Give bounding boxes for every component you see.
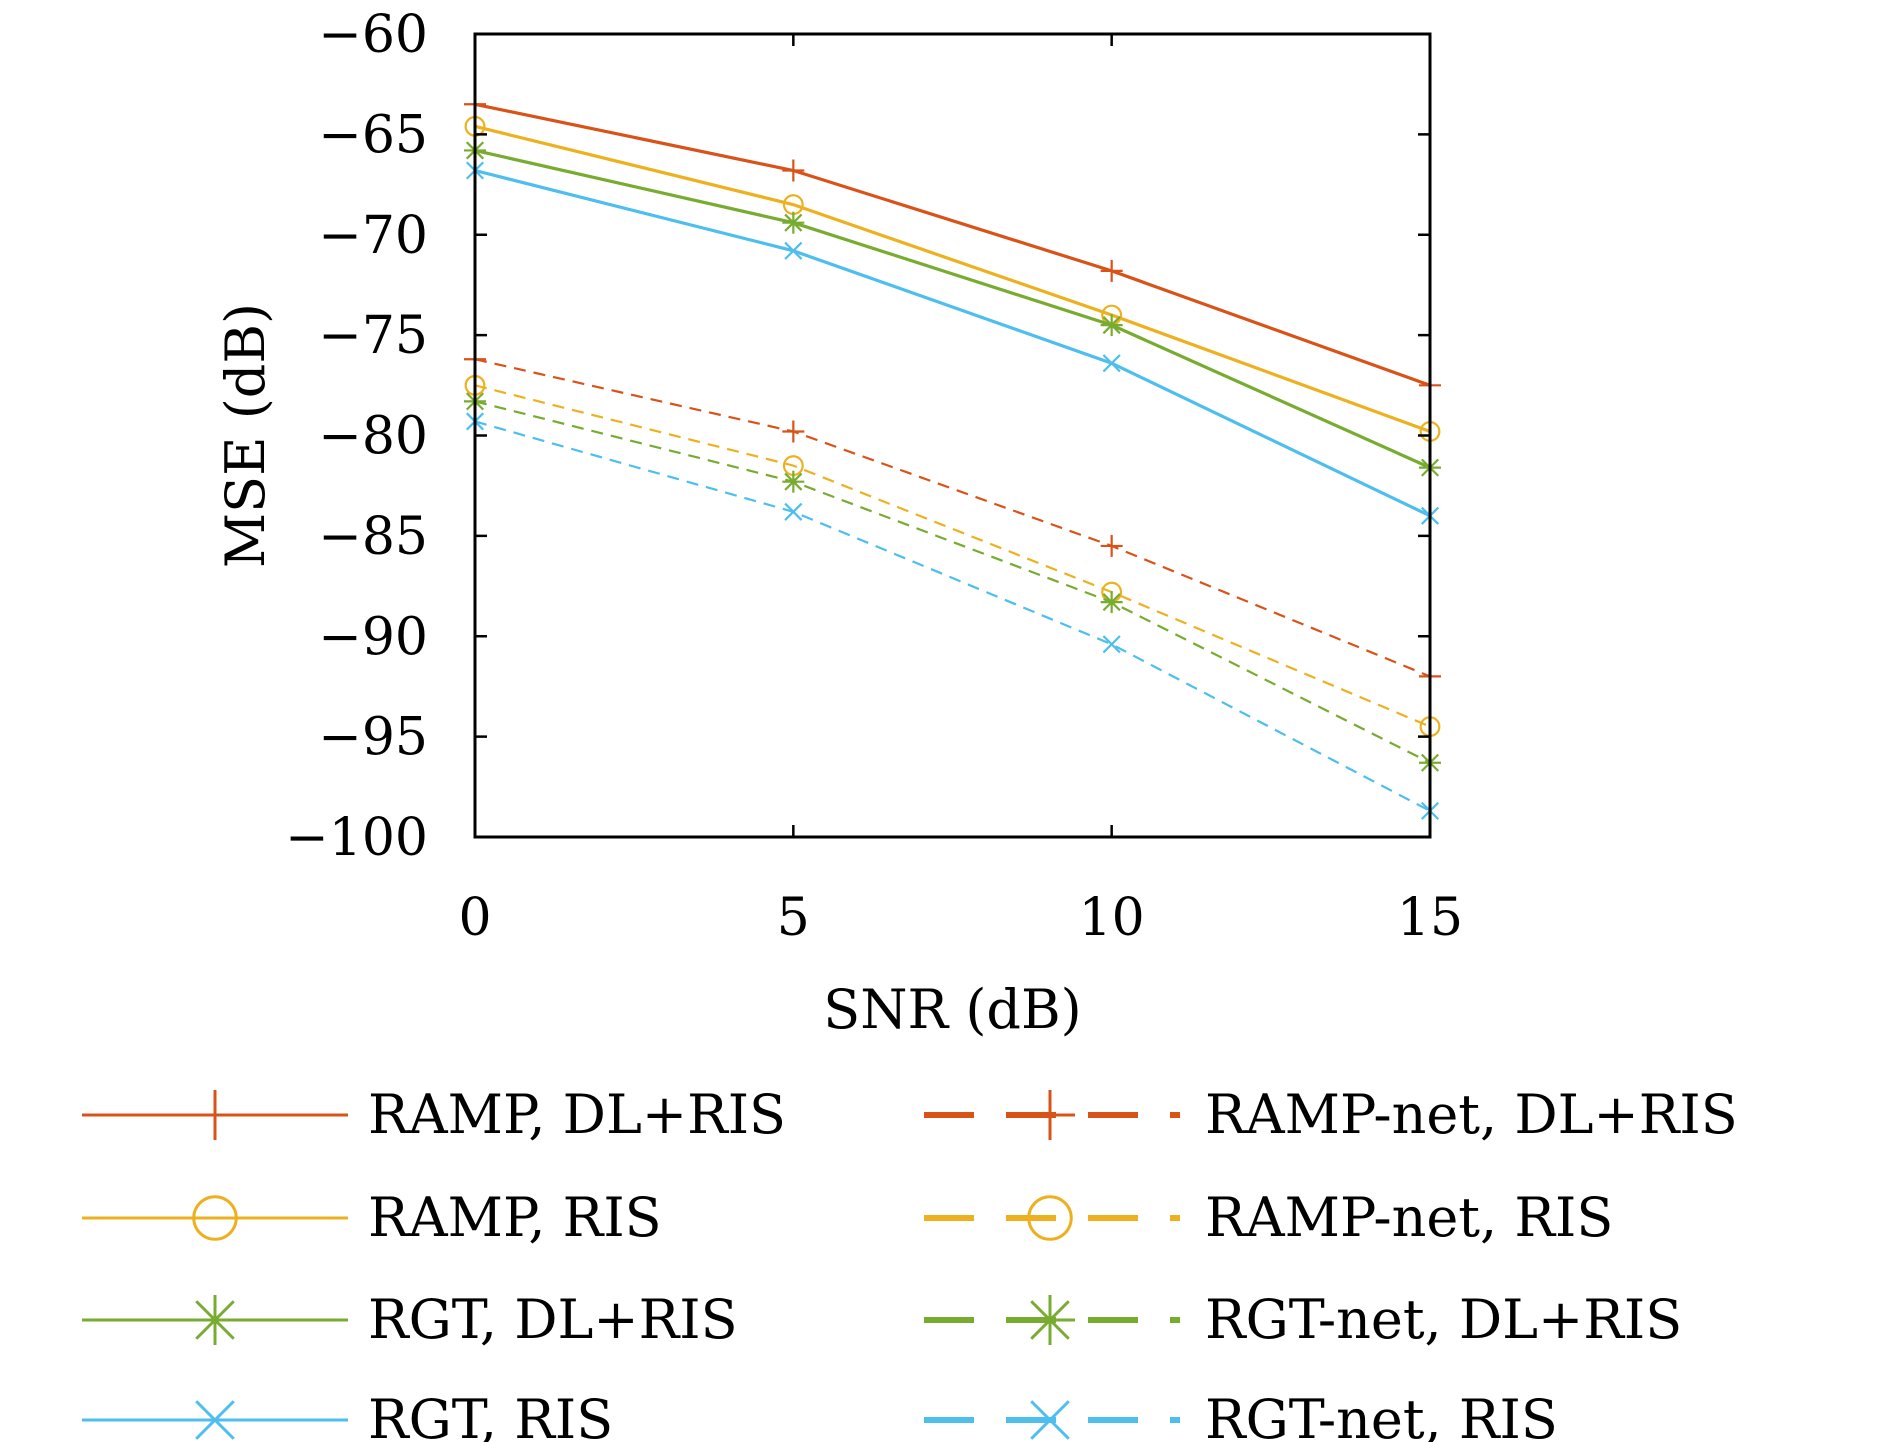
axis-ticks: 0 5 10 15 −60 −65 −70 −75 −80 −85 −90 −95 −100 (285, 5, 1463, 948)
legend-item: RAMP, DL+RIS (82, 1083, 786, 1146)
legend-item: RAMP-net, RIS (924, 1186, 1613, 1249)
legend-label: RAMP, RIS (368, 1186, 662, 1249)
marker-circle (192, 1195, 238, 1241)
marker-x (784, 241, 803, 260)
series-line (474, 124, 1431, 433)
legend-label: RGT-net, RIS (1205, 1388, 1558, 1442)
legend-label: RGT, DL+RIS (368, 1288, 738, 1351)
legend-item: RAMP, RIS (82, 1186, 662, 1249)
marker-x (195, 1400, 235, 1440)
series-line (474, 102, 1431, 387)
marker-asterisk (1100, 591, 1123, 614)
y-tick-label: −90 (318, 607, 428, 667)
y-axis-label: MSE (dB) (214, 303, 277, 568)
marker-x (1102, 635, 1121, 654)
y-tick-label: −60 (318, 5, 428, 65)
legend-item: RGT, DL+RIS (82, 1288, 738, 1351)
series-line (474, 384, 1431, 728)
series-line (474, 420, 1431, 812)
marker-asterisk (782, 470, 805, 493)
legend-item: RGT-net, DL+RIS (924, 1288, 1682, 1351)
x-axis-label: SNR (dB) (823, 978, 1081, 1041)
series-line (474, 148, 1431, 470)
x-tick-label: 5 (777, 888, 810, 948)
marker-plus (1100, 534, 1123, 557)
series-line (474, 400, 1431, 764)
legend-label: RAMP-net, DL+RIS (1205, 1083, 1738, 1146)
marker-x (1030, 1400, 1070, 1440)
y-tick-label: −65 (318, 105, 428, 165)
legend-item: RGT-net, RIS (924, 1388, 1558, 1442)
series-line (474, 168, 1431, 518)
series-line (474, 358, 1431, 678)
marker-circle (1027, 1195, 1073, 1241)
x-tick-label: 10 (1079, 888, 1145, 948)
marker-x (1102, 354, 1121, 373)
legend-item: RAMP-net, DL+RIS (924, 1083, 1738, 1146)
x-tick-label: 15 (1397, 888, 1463, 948)
legend-label: RGT, RIS (368, 1388, 613, 1442)
marker-asterisk (190, 1295, 240, 1345)
marker-asterisk (1100, 314, 1123, 337)
marker-plus (1100, 259, 1123, 282)
y-tick-label: −100 (285, 808, 428, 868)
marker-plus (1025, 1090, 1075, 1140)
legend-item: RGT, RIS (82, 1388, 613, 1442)
y-tick-label: −95 (318, 708, 428, 768)
marker-x (784, 502, 803, 521)
marker-asterisk (1025, 1295, 1075, 1345)
marker-plus (190, 1090, 240, 1140)
y-tick-label: −75 (318, 306, 428, 366)
y-tick-label: −70 (318, 206, 428, 266)
legend-label: RAMP-net, RIS (1205, 1186, 1613, 1249)
marker-plus (782, 420, 805, 443)
marker-plus (782, 159, 805, 182)
legend-label: RAMP, DL+RIS (368, 1083, 786, 1146)
legend-label: RGT-net, DL+RIS (1205, 1288, 1682, 1351)
y-tick-label: −85 (318, 507, 428, 567)
legend: RAMP, DL+RIS RAMP, RIS RGT, DL+RIS RGT, RIS… (82, 1083, 1738, 1442)
y-tick-label: −80 (318, 407, 428, 467)
marker-asterisk (782, 211, 805, 234)
x-tick-label: 0 (458, 888, 491, 948)
